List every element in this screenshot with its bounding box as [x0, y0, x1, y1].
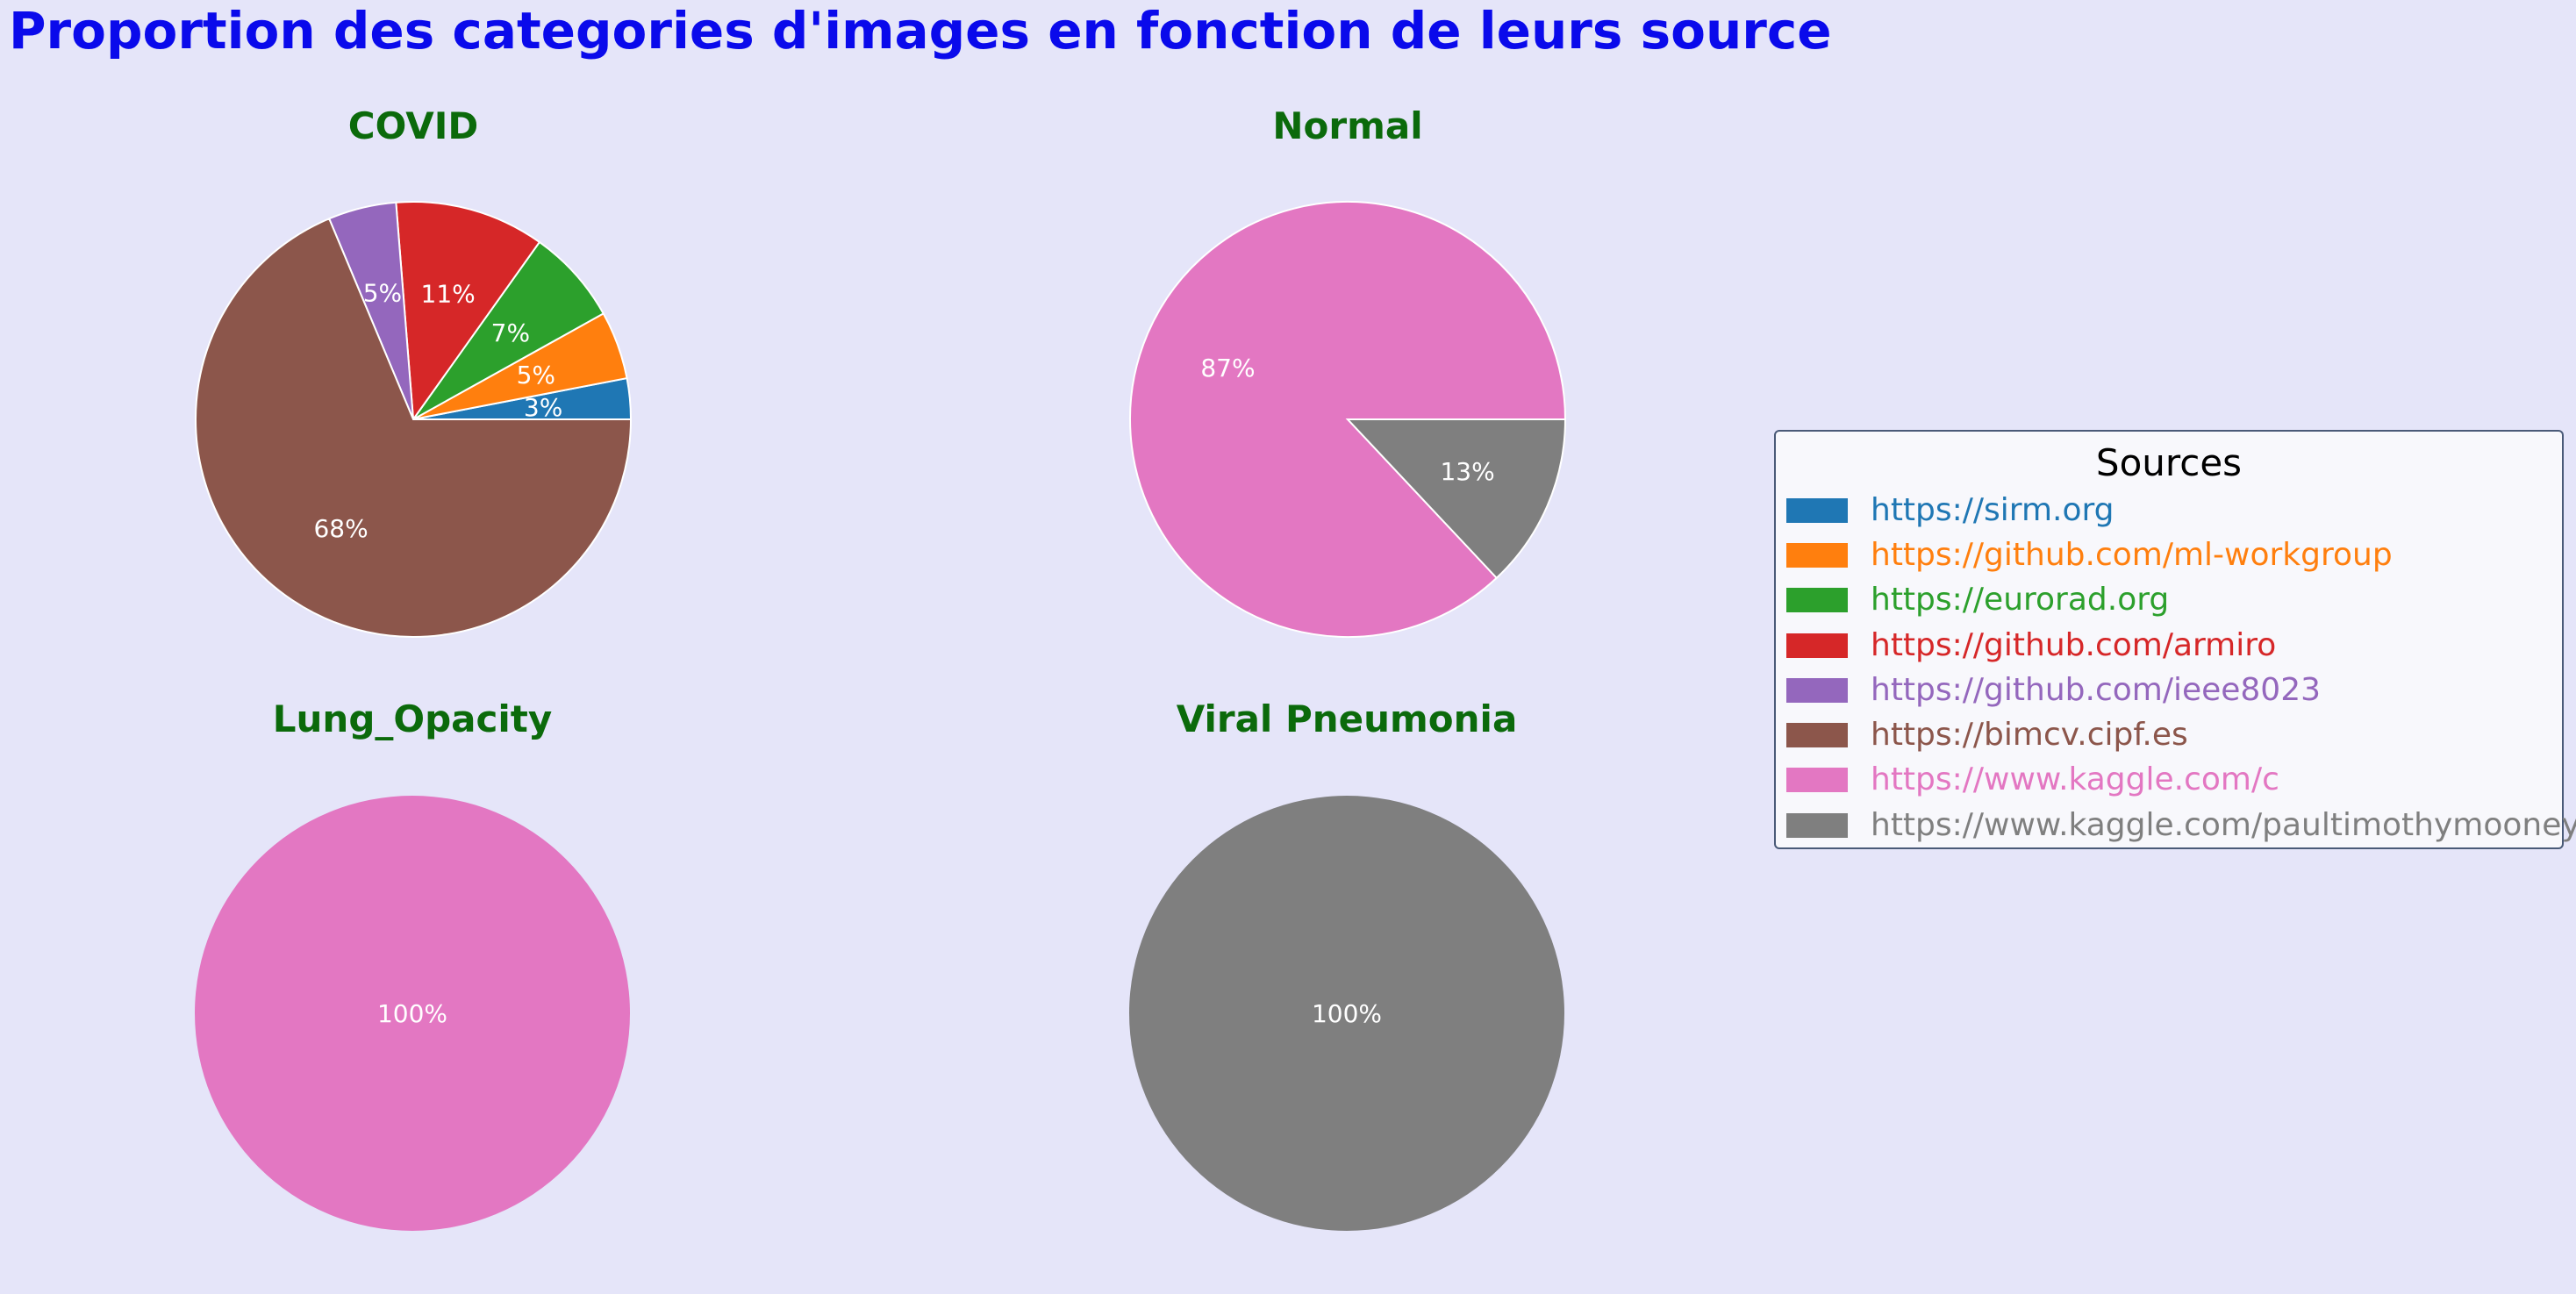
legend-swatch — [1786, 812, 1848, 838]
pie-slice — [412, 240, 605, 420]
legend: Sources https://sirm.org https://github.c… — [1774, 430, 2576, 849]
pie-slice-label: 5% — [363, 278, 402, 307]
legend-item: https://github.com/ml-workgroup — [1786, 533, 2551, 577]
legend-label: https://www.kaggle.com/paultimothymooney — [1871, 806, 2576, 843]
legend-label: https://eurorad.org — [1871, 582, 2170, 618]
legend-label: https://github.com/ieee8023 — [1871, 671, 2322, 708]
legend-label: https://bimcv.cipf.es — [1871, 717, 2188, 754]
legend-swatch — [1786, 677, 1848, 703]
pie-slice-label: 7% — [491, 318, 530, 347]
pie-slice — [195, 217, 633, 638]
legend-label: https://github.com/armiro — [1871, 626, 2277, 663]
legend-item: https://eurorad.org — [1786, 578, 2551, 623]
legend-swatch — [1786, 588, 1848, 613]
legend-swatch — [1786, 497, 1848, 523]
legend-title: Sources — [2095, 441, 2243, 484]
pie-slice-label: 5% — [517, 361, 555, 390]
pie-slice — [1345, 418, 1567, 580]
legend-label: https://www.kaggle.com/c — [1871, 761, 2279, 798]
pie-title: Normal — [1272, 104, 1422, 147]
legend-item: https://github.com/ieee8023 — [1786, 668, 2551, 712]
pie-slice-label: 100% — [1312, 999, 1382, 1028]
figure-title: Proportion des categories d'images en fo… — [9, 1, 1832, 61]
pie-slice — [395, 201, 541, 422]
pie-slice-label: 87% — [1200, 354, 1255, 382]
pie-title: Viral Pneumonia — [1177, 697, 1518, 740]
legend-item: https://www.kaggle.com/c — [1786, 758, 2551, 803]
legend-label: https://github.com/ml-workgroup — [1871, 536, 2393, 573]
pie-slice-label: 11% — [421, 280, 476, 309]
legend-item: https://github.com/armiro — [1786, 623, 2551, 668]
pie-slice-label: 100% — [377, 999, 447, 1028]
pie-slice-label: 3% — [524, 393, 562, 422]
legend-item: https://sirm.org — [1786, 488, 2551, 533]
legend-swatch — [1786, 768, 1848, 793]
legend-swatch — [1786, 542, 1848, 568]
legend-items: https://sirm.org https://github.com/ml-wo… — [1786, 488, 2576, 847]
pie-title: Lung_Opacity — [273, 697, 553, 740]
legend-item: https://bimcv.cipf.es — [1786, 712, 2551, 757]
legend-swatch — [1786, 633, 1848, 658]
legend-swatch — [1786, 723, 1848, 748]
pie-slice — [195, 796, 630, 1231]
pie-slice — [1129, 796, 1564, 1231]
pie-slice-label: 68% — [313, 514, 368, 543]
legend-item: https://www.kaggle.com/paultimothymooney — [1786, 803, 2576, 847]
legend-label: https://sirm.org — [1871, 491, 2114, 528]
pie-slice-label: 13% — [1440, 457, 1494, 486]
pie-title: COVID — [348, 104, 478, 147]
